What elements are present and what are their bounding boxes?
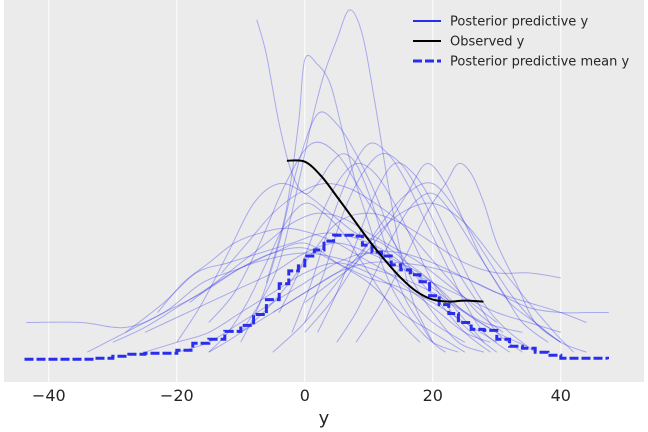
posterior-predictive-line <box>221 182 504 333</box>
posterior-predictive-line <box>176 252 498 353</box>
posterior-predictive-line <box>208 212 561 353</box>
posterior-predictive-line <box>26 242 466 353</box>
posterior-predictive-line <box>272 261 609 314</box>
legend-label: Posterior predictive y <box>450 15 588 30</box>
posterior-predictive-line <box>317 162 536 353</box>
posterior-predictive-line <box>189 212 498 323</box>
posterior-predictive-line <box>208 202 421 353</box>
posterior-predictive-line <box>355 162 562 343</box>
posterior-predictive-line <box>304 182 562 343</box>
grid-lines <box>48 0 562 382</box>
posterior-predictive-line <box>240 250 587 333</box>
posterior-predictive-line <box>240 111 485 353</box>
posterior-predictive-line <box>112 252 530 348</box>
posterior-predictive-line <box>336 192 587 353</box>
posterior-predictive-line <box>157 227 491 343</box>
x-tick-label: 20 <box>423 386 443 405</box>
x-tick-label: −40 <box>32 386 66 405</box>
posterior-predictive-line <box>176 182 485 343</box>
x-axis-label: y <box>319 408 330 429</box>
legend-label: Observed y <box>450 35 525 50</box>
posterior-predictive-line <box>304 163 549 343</box>
plot-background <box>4 0 644 382</box>
posterior-predictive-line <box>208 141 491 353</box>
posterior-predictive-line <box>304 152 523 353</box>
posterior-predictive-line <box>256 19 446 353</box>
posterior-predictive-line <box>144 262 466 353</box>
posterior-predictive-line <box>265 55 459 353</box>
posterior-predictive-line <box>144 242 561 333</box>
x-tick-label: −20 <box>160 386 194 405</box>
summary-lines <box>24 159 609 361</box>
posterior-predictive-line <box>291 142 510 353</box>
observed-line <box>286 159 484 303</box>
x-tick-label: 0 <box>300 386 310 405</box>
posterior-predictive-mean-line <box>24 233 609 361</box>
x-axis-ticks: −40 −20 0 20 40 <box>32 386 571 405</box>
posterior-predictive-line <box>240 9 434 343</box>
posterior-predictive-line <box>86 247 498 353</box>
posterior-predictive-line <box>272 202 574 353</box>
legend-label: Posterior predictive mean y <box>450 55 629 70</box>
posterior-predictive-line <box>125 232 523 333</box>
legend: Posterior predictive y Observed y Posterio… <box>413 15 629 70</box>
x-tick-label: 40 <box>551 386 571 405</box>
